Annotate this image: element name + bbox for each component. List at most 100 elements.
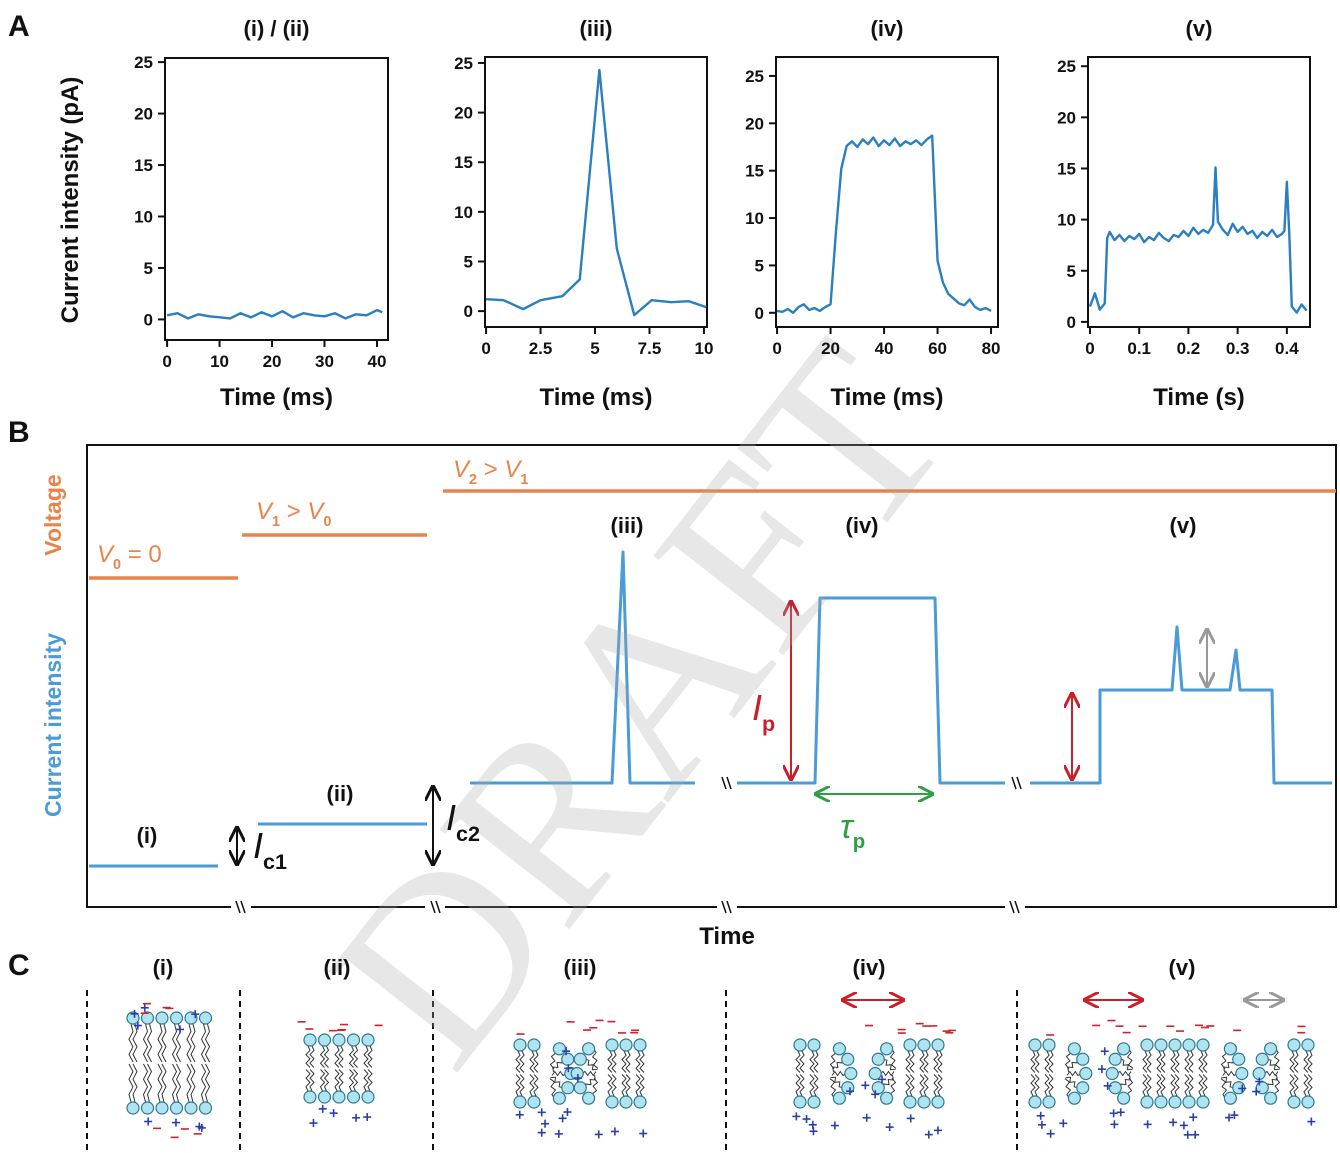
lipid-tail	[795, 1050, 801, 1073]
lipid-tail	[319, 1069, 326, 1092]
x-tick-label: 10	[210, 352, 229, 371]
lipid-tail	[171, 1023, 178, 1063]
lipid-tail	[1146, 1074, 1152, 1097]
annotation: τp	[840, 808, 865, 853]
lipid-head	[807, 1038, 821, 1052]
lipid-tail	[323, 1069, 330, 1092]
lipid-tail	[933, 1074, 939, 1097]
lipid-tail	[585, 1058, 598, 1071]
y-tick-label: 15	[1057, 159, 1076, 178]
lipid-tail	[309, 1045, 315, 1068]
lipid-head	[832, 1042, 847, 1056]
lipid-tail	[132, 1023, 138, 1063]
plot-frame	[1087, 56, 1311, 328]
label-part: >	[280, 498, 307, 525]
lipid-tail	[305, 1045, 311, 1068]
lipid-tail	[625, 1050, 631, 1073]
lipid-head	[844, 1066, 858, 1081]
lipid-head	[198, 1101, 213, 1115]
section-dividers	[86, 990, 1018, 1150]
lipid-tail	[348, 1045, 355, 1068]
lipid-head	[140, 1101, 155, 1115]
y-tick-label: 5	[1067, 262, 1076, 281]
lipid-tail	[551, 1070, 567, 1077]
lipid-tail	[363, 1069, 369, 1092]
label-part: >	[477, 456, 504, 483]
lipid-head	[931, 1095, 945, 1109]
current-trace	[89, 550, 1332, 868]
lipid-tail	[1198, 1050, 1204, 1073]
lipid-head	[361, 1090, 375, 1104]
subscript: 2	[469, 472, 477, 488]
y-tick-label: 15	[134, 156, 153, 175]
lipid-head	[1067, 1042, 1082, 1056]
lipid-head	[868, 1066, 882, 1081]
lipid-tail	[1303, 1074, 1309, 1097]
lipid-tail	[1184, 1074, 1190, 1097]
x-tick-label: 0	[481, 339, 490, 358]
lipid-tail	[515, 1050, 521, 1073]
lipid-tail	[1293, 1074, 1299, 1097]
event-label: (i)	[137, 823, 158, 848]
lipid-head	[807, 1095, 821, 1109]
lipid-head	[1067, 1091, 1082, 1105]
lipid-tail	[933, 1050, 939, 1073]
lipid-head	[1255, 1052, 1269, 1066]
lipid-head	[346, 1090, 361, 1104]
lipid-tail	[338, 1045, 344, 1068]
lipid-tail	[1307, 1050, 1313, 1073]
lipid-head	[1263, 1091, 1278, 1105]
lipid-tail	[1184, 1050, 1190, 1073]
lipid-tail	[200, 1023, 207, 1063]
lipid-head	[633, 1095, 647, 1109]
panel-label: A	[8, 10, 30, 43]
lipid-tail	[611, 1050, 617, 1073]
lipid-head	[903, 1038, 917, 1052]
lipid-tail	[186, 1063, 192, 1103]
chart-title: (iv)	[871, 16, 904, 41]
lipid-head	[917, 1095, 931, 1109]
lipid-head	[619, 1038, 633, 1052]
lipid-head	[332, 1033, 346, 1047]
lipid-tail	[1293, 1050, 1299, 1073]
lipid-tail	[831, 1070, 847, 1077]
y-tick-label: 10	[134, 207, 153, 226]
lipid-head	[527, 1095, 541, 1109]
lipid-tail	[635, 1074, 641, 1097]
x-tick-label: 0.3	[1226, 339, 1250, 358]
lipid-tail	[171, 1063, 178, 1103]
break-marks	[235, 776, 1022, 914]
y-tick-label: 5	[755, 256, 764, 275]
lipid-tail	[533, 1074, 539, 1097]
lipid-tail	[795, 1074, 801, 1097]
lipid-tail	[363, 1045, 369, 1068]
lipid-tail	[175, 1063, 182, 1103]
lipid-tail	[161, 1063, 167, 1103]
lipid-tail	[319, 1045, 326, 1068]
label-part: τ	[840, 808, 855, 846]
lipid-head	[1196, 1038, 1210, 1052]
y-axis-label: Current intensity (pA)	[57, 77, 84, 324]
subscript: 0	[113, 557, 121, 573]
lipid-head	[573, 1052, 587, 1066]
lipid-tail	[1126, 1048, 1134, 1069]
lipid-head	[1301, 1095, 1315, 1109]
lipid-tail	[529, 1074, 535, 1097]
data-line	[166, 308, 383, 320]
lipid-head	[793, 1095, 807, 1109]
lipid-tail	[204, 1023, 211, 1063]
x-tick-label: 60	[928, 339, 947, 358]
lipid-head	[1223, 1042, 1238, 1056]
lipid-head	[1232, 1052, 1246, 1066]
lipid-tail	[799, 1074, 805, 1097]
lipid-head	[317, 1090, 332, 1104]
lipid-tail	[1142, 1050, 1148, 1073]
lipid-head	[184, 1011, 198, 1025]
lipid-tail	[621, 1050, 627, 1073]
lipid-tail	[809, 1050, 815, 1073]
lipid-tail	[909, 1050, 915, 1073]
y-tick-label: 5	[464, 252, 473, 271]
x-tick-label: 40	[875, 339, 894, 358]
section-label: (iv)	[853, 955, 886, 980]
y-tick-label: 15	[454, 153, 473, 172]
